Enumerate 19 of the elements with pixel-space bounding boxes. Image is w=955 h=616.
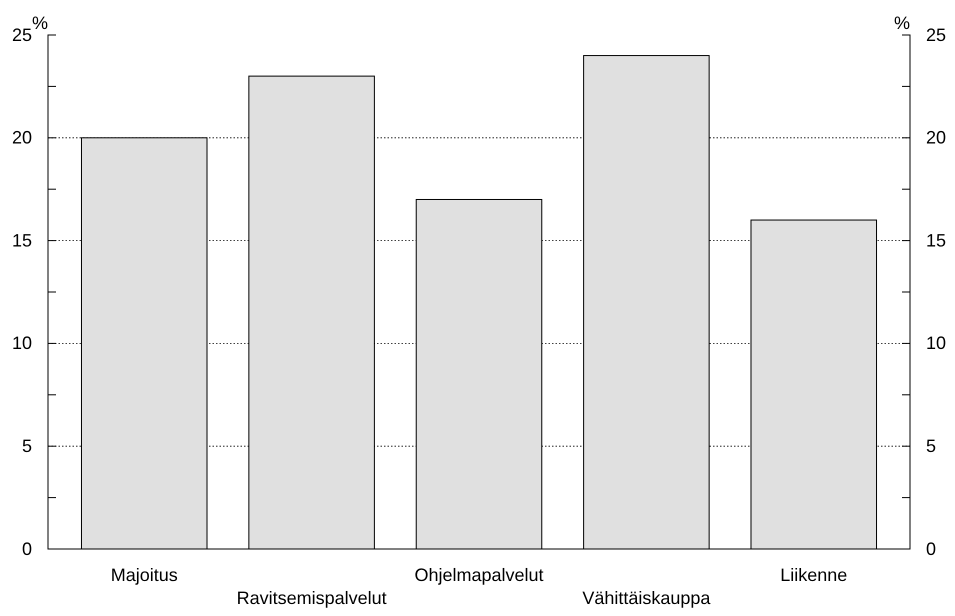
y-tick-label: 10 xyxy=(12,333,32,354)
y2-tick-label: 5 xyxy=(926,436,936,456)
y2-tick-label: 15 xyxy=(926,230,946,250)
y-tick-label: 25 xyxy=(12,24,32,45)
y2-tick-label: 0 xyxy=(926,538,936,559)
x-tick-label: Vähittäiskauppa xyxy=(582,588,712,608)
x-tick-label: Ravitsemispalvelut xyxy=(236,588,387,608)
y-tick-label: 20 xyxy=(12,128,32,148)
y-tick-label: 15 xyxy=(12,230,32,250)
y2-tick-label: 25 xyxy=(926,24,946,45)
y2-axis-title: % xyxy=(894,13,910,33)
x-tick-label: Majoitus xyxy=(110,565,178,585)
y-tick-label: 5 xyxy=(22,436,32,456)
y2-tick-label: 20 xyxy=(926,128,946,148)
y-axis-title: % xyxy=(32,13,48,33)
x-tick-label: Liikenne xyxy=(780,565,848,585)
x-tick-label: Ohjelmapalvelut xyxy=(414,565,544,585)
y2-tick-label: 10 xyxy=(926,333,946,354)
y-tick-label: 0 xyxy=(22,538,32,559)
